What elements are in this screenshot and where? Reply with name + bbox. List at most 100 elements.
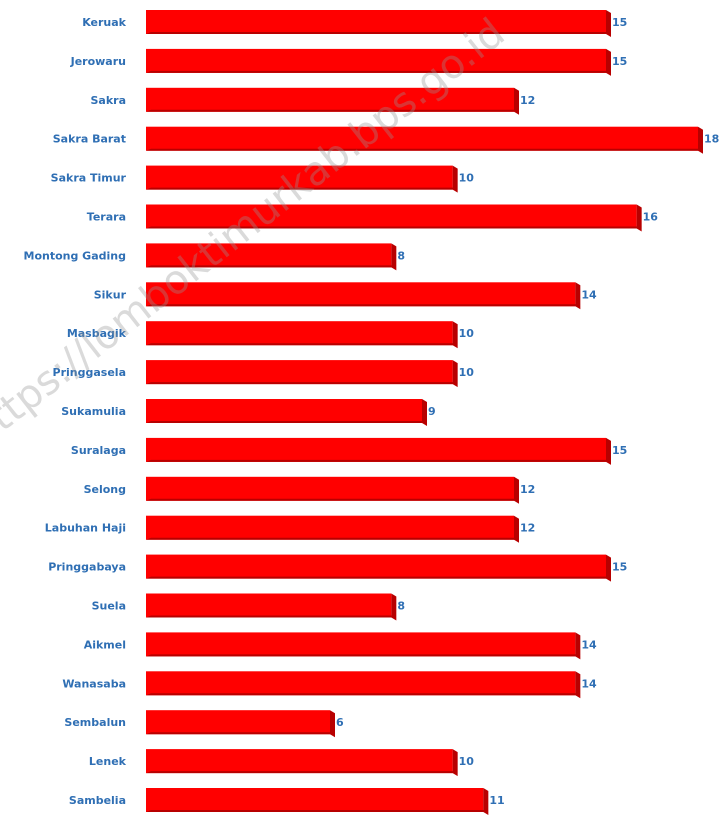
value-label: 12 xyxy=(520,522,535,535)
bar-shade-side xyxy=(330,710,335,738)
category-label: Sikur xyxy=(94,288,127,301)
bar xyxy=(146,788,484,812)
bar-shade-bottom xyxy=(146,654,581,657)
value-label: 15 xyxy=(612,55,627,68)
category-label: Lenek xyxy=(89,755,127,768)
bar xyxy=(146,243,392,268)
bar-shade-side xyxy=(452,749,458,777)
bar xyxy=(146,437,606,462)
value-label: 8 xyxy=(397,600,405,613)
category-label: Keruak xyxy=(82,16,126,29)
bar-shade-bottom xyxy=(146,382,458,385)
value-label: 11 xyxy=(489,794,504,807)
bar-shade-bottom xyxy=(146,304,581,307)
bar-shade-side xyxy=(452,321,458,349)
category-label: Montong Gading xyxy=(24,249,127,262)
category-label: Suela xyxy=(92,600,126,613)
bar-shade-side xyxy=(636,204,642,232)
bar xyxy=(146,282,576,307)
value-label: 18 xyxy=(704,133,719,146)
value-label: 14 xyxy=(581,638,597,651)
bar xyxy=(146,87,514,112)
bar-shade-side xyxy=(575,671,581,699)
value-label: 9 xyxy=(428,405,436,418)
bar-shade-bottom xyxy=(146,615,397,618)
bar-shade-bottom xyxy=(146,810,489,812)
bar-shade-bottom xyxy=(146,421,427,423)
bar xyxy=(146,515,514,540)
bar-shade-side xyxy=(514,87,519,115)
category-label: Jerowaru xyxy=(70,55,126,68)
bar-shade-side xyxy=(514,476,519,504)
bar-shade-side xyxy=(575,282,581,310)
bar-shade-bottom xyxy=(146,343,458,346)
bar xyxy=(146,554,606,579)
bar-shade-side xyxy=(391,593,397,621)
bar xyxy=(146,399,422,423)
value-label: 10 xyxy=(459,755,475,768)
category-label: Wanasaba xyxy=(62,677,126,690)
category-label: Sakra Barat xyxy=(53,133,126,146)
bar-shade-side xyxy=(575,632,581,660)
category-label: Suralaga xyxy=(71,444,126,457)
bar xyxy=(146,48,606,73)
bar xyxy=(146,360,453,385)
bar-shade-bottom xyxy=(146,498,519,501)
bar-shade-side xyxy=(452,360,458,388)
bar-shade-bottom xyxy=(146,187,458,190)
bar-shade-side xyxy=(483,788,489,815)
value-label: 15 xyxy=(612,561,627,574)
bar-shade-bottom xyxy=(146,576,611,579)
bar-shade-side xyxy=(606,554,611,582)
category-label: Terara xyxy=(87,211,126,224)
bar-shade-bottom xyxy=(146,70,611,73)
bar xyxy=(146,476,514,501)
category-label: Sembalun xyxy=(64,716,126,729)
category-label: Pringgabaya xyxy=(48,561,126,574)
category-label: Sakra xyxy=(90,94,126,107)
bar xyxy=(146,321,453,346)
bar xyxy=(146,204,637,229)
value-label: 10 xyxy=(459,366,475,379)
bar-shade-side xyxy=(698,126,703,154)
bar xyxy=(146,749,453,774)
value-label: 6 xyxy=(336,716,344,729)
category-label: Pringgasela xyxy=(53,366,126,379)
bar-shade-side xyxy=(514,515,519,543)
value-label: 8 xyxy=(397,249,405,262)
category-label: Sakra Timur xyxy=(51,172,127,185)
value-label: 16 xyxy=(643,211,659,224)
value-label: 14 xyxy=(581,288,597,301)
value-label: 12 xyxy=(520,483,535,496)
category-label: Selong xyxy=(84,483,126,496)
bar-shade-bottom xyxy=(146,265,397,268)
category-label: Masbagik xyxy=(67,327,127,340)
bar-shade-side xyxy=(606,48,611,76)
value-label: 10 xyxy=(459,327,475,340)
category-label: Sambelia xyxy=(69,794,126,807)
bar-shade-bottom xyxy=(146,226,642,229)
bar-shade-side xyxy=(422,399,427,426)
value-label: 14 xyxy=(581,677,597,690)
bar xyxy=(146,593,392,618)
value-label: 15 xyxy=(612,444,627,457)
value-label: 12 xyxy=(520,94,535,107)
bar xyxy=(146,632,576,657)
bar-shade-side xyxy=(606,10,611,37)
category-label: Aikmel xyxy=(84,638,126,651)
bar-shade-bottom xyxy=(146,537,519,540)
bar xyxy=(146,710,330,735)
bar-shade-side xyxy=(452,165,458,193)
bar-shade-bottom xyxy=(146,32,611,34)
bar-shade-bottom xyxy=(146,148,703,151)
bar-shade-bottom xyxy=(146,459,611,462)
bar-shade-side xyxy=(606,437,611,465)
bar-shade-bottom xyxy=(146,693,581,696)
bar xyxy=(146,165,453,190)
value-label: 15 xyxy=(612,16,627,29)
bar xyxy=(146,671,576,696)
value-label: 10 xyxy=(459,172,475,185)
bar-shade-bottom xyxy=(146,109,519,112)
category-label: Sukamulia xyxy=(61,405,126,418)
